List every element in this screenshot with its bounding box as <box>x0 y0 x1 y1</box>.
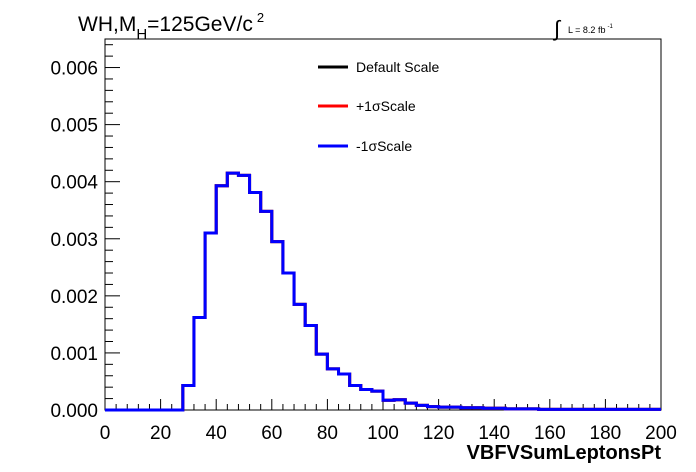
x-tick-label: 200 <box>645 423 677 444</box>
y-tick-label: 0.003 <box>50 230 98 251</box>
lumi-integral-symbol: ∫ <box>552 16 562 41</box>
legend: Default Scale +1σScale -1σScale <box>318 59 439 154</box>
chart-title: WH,MH=125GeV/c 2 <box>78 10 264 43</box>
x-tick-label: 80 <box>317 423 338 444</box>
x-axis-label: VBFVSumLeptonsPt <box>467 442 662 464</box>
y-axis: 0.000 0.001 0.002 0.003 0.004 0.005 0.006 <box>50 44 120 422</box>
lumi-label: L = 8.2 fb -1 <box>568 24 613 35</box>
x-tick-label: 160 <box>534 423 566 444</box>
x-tick-label: 20 <box>150 423 171 444</box>
x-tick-label: 180 <box>590 423 622 444</box>
legend-label: Default Scale <box>356 59 439 75</box>
y-tick-label: 0.005 <box>50 116 98 137</box>
y-tick-label: 0.002 <box>50 287 98 308</box>
x-tick-label: 0 <box>100 423 111 444</box>
y-tick-label: 0.000 <box>50 401 98 422</box>
x-tick-label: 120 <box>423 423 455 444</box>
y-tick-label: 0.001 <box>50 344 98 365</box>
x-axis: 0 20 40 60 80 100 120 140 160 180 200 <box>100 399 677 444</box>
x-tick-label: 140 <box>478 423 510 444</box>
x-tick-label: 60 <box>261 423 282 444</box>
legend-label: +1σScale <box>356 98 416 114</box>
x-tick-label: 100 <box>367 423 399 444</box>
legend-label: -1σScale <box>356 138 412 154</box>
y-tick-label: 0.006 <box>50 59 98 80</box>
histogram-series-line <box>105 171 661 412</box>
x-tick-label: 40 <box>206 423 227 444</box>
y-tick-label: 0.004 <box>50 173 98 194</box>
series-group <box>105 171 661 412</box>
